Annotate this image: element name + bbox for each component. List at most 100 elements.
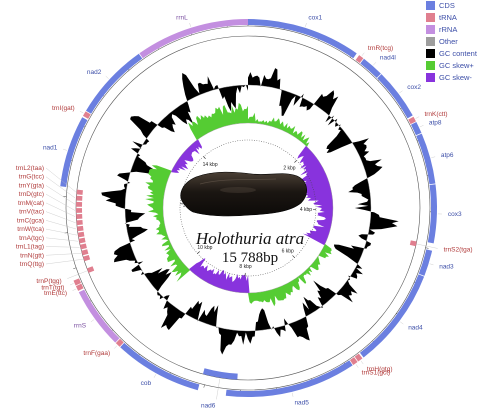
feature-arc-trnt-tgt [73, 278, 82, 286]
feature-label-nad4: nad4 [408, 325, 423, 332]
label-leader [360, 360, 364, 365]
feature-arc-nad1 [60, 117, 88, 187]
label-leader [67, 270, 87, 279]
feature-label-nad3: nad3 [439, 264, 454, 271]
scale-label-2-kbp: 2 kbp [283, 165, 295, 171]
label-leader [373, 62, 377, 66]
scale-tick [197, 251, 200, 254]
outer-tick [425, 247, 429, 249]
feature-arc-trnm-cat [76, 214, 83, 220]
scale-label-14-kbp: 14 kbp [203, 162, 218, 168]
feature-label-nad6: nad6 [201, 402, 216, 409]
feature-arc-cob [120, 342, 200, 391]
feature-label-cox2: cox2 [407, 84, 421, 91]
feature-label-trns1-gct: trnS1(gct) [362, 370, 391, 377]
scale-tick [294, 160, 297, 163]
feature-label-trnk-ctt: trnK(ctt) [424, 111, 447, 118]
legend-label: Other [439, 37, 458, 46]
feature-label-trna-tgc: trnA(tgc) [19, 235, 44, 242]
feature-arc-trns2-tga [409, 240, 417, 247]
feature-arc-trnk-ctt [408, 116, 416, 125]
feature-arc-trnc-gca [76, 225, 84, 232]
label-leader [105, 75, 109, 79]
label-leader [114, 345, 118, 349]
feature-arc-atp8 [410, 122, 422, 136]
label-leader [291, 392, 294, 397]
feature-arc-trns1-gct [349, 357, 358, 365]
label-leader [45, 185, 76, 205]
label-leader [429, 263, 434, 266]
skew-baseline-ring [162, 122, 334, 294]
feature-label-atp6: atp6 [441, 152, 454, 159]
legend-item-trna: tRNA [426, 12, 500, 23]
scale-tick [292, 255, 295, 258]
feature-arc-nad6 [202, 368, 238, 380]
feature-label-trnm-cat: trnM(cat) [18, 200, 44, 207]
scale-label-8-kbp: 8 kbp [239, 264, 251, 270]
feature-arc-nad4 [359, 274, 425, 358]
feature-label-trnf-gaa: trnF(gaa) [83, 350, 110, 357]
legend-swatch [426, 49, 435, 58]
scale-label-4-kbp: 4 kbp [300, 207, 312, 213]
label-leader [45, 211, 76, 224]
label-leader [45, 246, 80, 248]
legend-item-other: Other [426, 36, 500, 47]
feature-label-trnd-gtc: trnD(gtc) [19, 191, 44, 198]
feature-arc-nad5 [225, 360, 353, 397]
feature-arc-trnw-tca [77, 231, 85, 238]
feature-arc-trnp-tgg [86, 266, 95, 273]
label-leader [153, 374, 157, 378]
feature-arc-nad3 [418, 249, 433, 276]
label-leader [90, 319, 95, 322]
legend-swatch [426, 73, 435, 82]
label-leader [216, 378, 221, 400]
feature-label-cox3: cox3 [448, 211, 462, 218]
species-name: Holothuria atra [195, 229, 304, 248]
scale-label-6-kbp: 6 kbp [282, 248, 294, 254]
label-leader [79, 110, 84, 114]
feature-label-trnc-gca: trnC(gca) [17, 217, 44, 224]
backbone-rings [63, 23, 433, 393]
feature-label-trnp-tgg: trnP(tgg) [36, 278, 61, 285]
label-leader [45, 220, 77, 230]
feature-arc-trne-ttc [75, 283, 84, 291]
scale-ring [179, 139, 317, 277]
legend-item-rrna: rRNA [426, 24, 500, 35]
label-leader [45, 259, 83, 265]
inner-backbone-ring [75, 35, 421, 381]
feature-arc-rrnl [139, 19, 248, 59]
sea-cucumber-image [180, 171, 307, 217]
feature-arc-trnn-gtt [81, 249, 89, 256]
label-leader [431, 156, 436, 158]
label-leader [45, 253, 82, 256]
label-leader [45, 228, 78, 236]
outer-tick [203, 384, 205, 388]
feature-arc-cox3 [427, 184, 437, 244]
feature-label-trni-gat: trnI(gat) [52, 105, 75, 112]
label-leader [63, 149, 67, 151]
feature-arc-trna-tgc [78, 237, 86, 244]
feature-label-trng-tcc: trnG(tcc) [19, 174, 44, 181]
feature-label-trnr-tcg: trnR(tcg) [368, 45, 393, 52]
label-leader [415, 116, 420, 119]
legend-label: rRNA [439, 25, 458, 34]
feature-label-cob: cob [141, 380, 152, 387]
feature-label-trnv-tac: trnV(tac) [19, 209, 44, 216]
feature-arc-trni-gat [82, 111, 91, 119]
label-leader [355, 364, 359, 368]
legend-label: GC skew+ [439, 61, 474, 70]
feature-arc-trnl1-tag [79, 243, 87, 250]
legend-item-gc-skew: GC skew- [426, 72, 500, 83]
feature-label-atp8: atp8 [429, 120, 442, 127]
feature-label-nad1: nad1 [43, 144, 58, 151]
feature-arc-trnq-ttg [83, 254, 91, 262]
legend-item-cds: CDS [426, 0, 500, 11]
label-leader [45, 176, 76, 199]
label-leader [399, 90, 403, 94]
feature-arc-trnd-gtc [76, 208, 83, 213]
label-leader [417, 243, 438, 249]
legend-label: GC content [439, 49, 477, 58]
legend-item-gc-content: GC content [426, 48, 500, 59]
feature-label-trnt-tgt: trnT(tgt) [41, 284, 64, 291]
